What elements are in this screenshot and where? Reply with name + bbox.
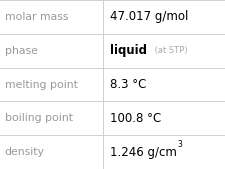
Text: 47.017 g/mol: 47.017 g/mol	[109, 10, 187, 23]
Text: 3: 3	[177, 140, 182, 149]
Text: melting point: melting point	[4, 79, 77, 90]
Text: 100.8 °C: 100.8 °C	[109, 112, 160, 125]
Text: boiling point: boiling point	[4, 113, 72, 123]
Text: liquid: liquid	[109, 44, 146, 57]
Text: density: density	[4, 147, 44, 157]
Text: 1.246 g/cm: 1.246 g/cm	[109, 146, 176, 159]
Text: 8.3 °C: 8.3 °C	[109, 78, 145, 91]
Text: (at STP): (at STP)	[152, 46, 187, 55]
Text: molar mass: molar mass	[4, 12, 68, 22]
Text: phase: phase	[4, 46, 37, 56]
